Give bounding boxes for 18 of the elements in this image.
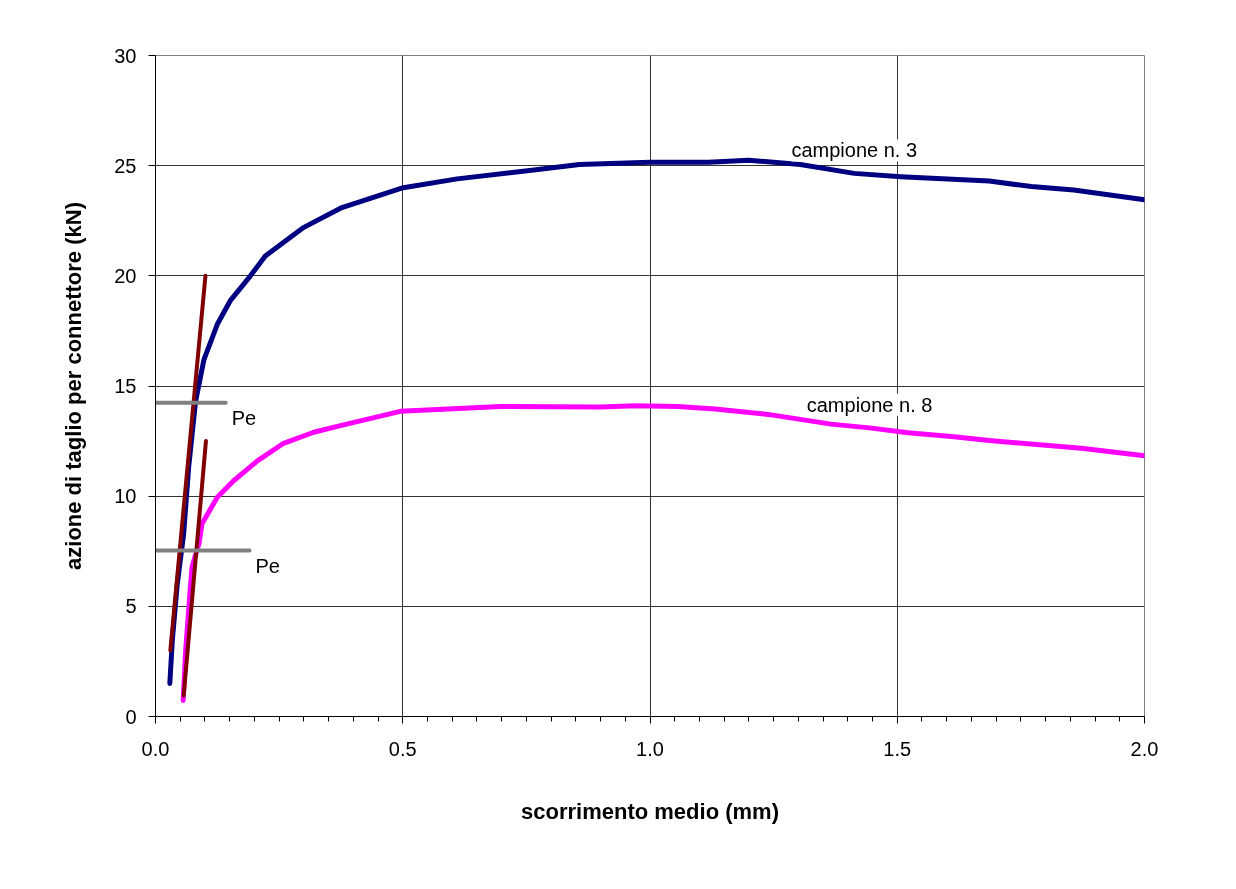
y-tick-label: 5 [125,595,137,618]
series-label: Pe [255,554,280,577]
y-tick-label: 30 [114,44,137,67]
y-tick-label: 10 [114,485,137,508]
series-label: campione n. 8 [806,393,933,416]
y-tick-label: 20 [114,264,137,287]
y-tick-label: 25 [114,154,137,177]
series-label: campione n. 3 [791,139,918,162]
x-tick-label: 1.5 [883,737,912,760]
x-tick-label: 0.0 [141,737,170,760]
y-axis-title: azione di taglio per connettore (kN) [61,202,87,570]
y-tick-label: 0 [125,705,137,728]
series-label: Pe [231,406,257,429]
y-tick-label: 15 [114,375,137,397]
x-tick-label: 1.0 [636,737,664,760]
x-axis-title: scorrimento medio (mm) [521,798,779,824]
x-tick-label: 0.5 [388,737,417,760]
x-tick-label: 2.0 [1130,737,1159,760]
